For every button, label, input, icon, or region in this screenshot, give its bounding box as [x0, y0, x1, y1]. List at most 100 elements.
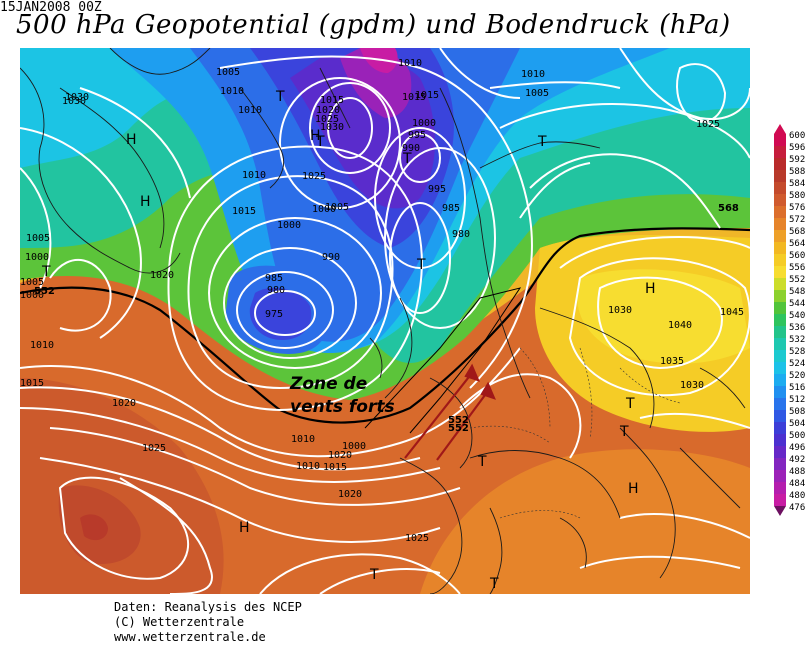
legend-swatch: [774, 266, 786, 278]
legend-label: 508: [789, 407, 805, 417]
pressure-label: 1030: [65, 92, 89, 103]
legend-label: 532: [789, 335, 805, 345]
legend-swatch: [774, 218, 786, 230]
high-pressure-center: H: [239, 520, 250, 536]
pressure-label: 980: [452, 229, 470, 240]
pressure-label: 1010: [398, 58, 422, 69]
low-pressure-center: T: [477, 454, 487, 470]
high-pressure-center: H: [126, 132, 137, 148]
legend-swatch: [774, 326, 786, 338]
pressure-label: 1020: [112, 398, 136, 409]
pressure-label: 1010: [296, 461, 320, 472]
geopotential-field: [20, 48, 750, 594]
pressure-label: 1015: [232, 206, 256, 217]
legend-overflow-low: [774, 506, 786, 516]
legend-swatch: [774, 134, 786, 146]
legend-label: 504: [789, 419, 805, 429]
legend-label: 592: [789, 155, 805, 165]
legend-swatch: [774, 494, 786, 506]
coastlines: [20, 48, 746, 594]
pressure-label: 1015: [415, 90, 439, 101]
pressure-label: 1025: [405, 533, 429, 544]
geopotential-label: 552: [448, 415, 469, 426]
pressure-label: 1030: [608, 305, 632, 316]
geopotential-label: 568: [718, 203, 739, 214]
low-pressure-center: T: [275, 89, 285, 105]
pressure-label: 1015: [402, 92, 426, 103]
legend-swatch: [774, 158, 786, 170]
legend-swatch: [774, 422, 786, 434]
pressure-label: 990: [402, 143, 420, 154]
pressure-label: 1015: [20, 378, 44, 389]
low-pressure-center: T: [625, 396, 635, 412]
pressure-label: 1010: [291, 434, 315, 445]
credits: Daten: Reanalysis des NCEP (C) Wetterzen…: [114, 600, 302, 645]
legend-label: 488: [789, 467, 805, 477]
legend-swatch: [774, 230, 786, 242]
pressure-label: 975: [265, 309, 283, 320]
legend-swatch: [774, 146, 786, 158]
map-date: 15JAN2008 00Z: [0, 0, 102, 15]
strong-wind-zone-outline: [364, 287, 522, 434]
legend-swatch: [774, 410, 786, 422]
legend-label: 516: [789, 383, 805, 393]
legend-swatch: [774, 182, 786, 194]
legend-swatch: [774, 290, 786, 302]
legend-swatch: [774, 170, 786, 182]
country-borders: [469, 347, 681, 519]
legend-label: 528: [789, 347, 805, 357]
legend-swatch: [774, 458, 786, 470]
legend-swatch: [774, 482, 786, 494]
map-title: 500 hPa Geopotential (gpdm) und Bodendru…: [16, 10, 731, 40]
pressure-label: 1025: [142, 443, 166, 454]
low-pressure-center: T: [402, 151, 412, 167]
legend-label: 548: [789, 287, 805, 297]
pressure-label: 1000: [277, 220, 301, 231]
pressure-label: 1020: [150, 270, 174, 281]
pressure-label: 1010: [30, 340, 54, 351]
high-pressure-center: H: [645, 281, 656, 297]
pressure-label: 1000: [412, 118, 436, 129]
pressure-label: 1005: [20, 277, 44, 288]
legend-label: 512: [789, 395, 805, 405]
legend-swatch: [774, 350, 786, 362]
pressure-label: 1000: [342, 441, 366, 452]
high-pressure-center: H: [628, 481, 639, 497]
credit-website[interactable]: www.wetterzentrale.de: [114, 630, 266, 644]
pressure-label: 1000: [25, 252, 49, 263]
low-pressure-center: T: [619, 424, 629, 440]
pressure-labels: 1030100510101010101510201025103099510009…: [20, 58, 744, 544]
pressure-label: 985: [265, 273, 283, 284]
pressure-label: 1015: [323, 462, 347, 473]
legend-swatch: [774, 302, 786, 314]
pressure-label: 1020: [316, 105, 340, 116]
legend-swatch: [774, 278, 786, 290]
high-pressure-center: H: [140, 194, 151, 210]
pressure-label: 990: [322, 252, 340, 263]
pressure-label: 1020: [338, 489, 362, 500]
pressure-label: 1025: [696, 119, 720, 130]
pressure-label: 1030: [62, 96, 86, 107]
legend-label: 500: [789, 431, 805, 441]
legend-swatch: [774, 446, 786, 458]
legend-label: 568: [789, 227, 805, 237]
legend-label: 496: [789, 443, 805, 453]
legend-label: 492: [789, 455, 805, 465]
annotation-line-2: vents forts: [290, 397, 395, 417]
low-pressure-center: T: [537, 134, 547, 150]
legend-label: 484: [789, 479, 805, 489]
legend-swatch: [774, 386, 786, 398]
annotation: Zone de vents forts: [289, 374, 395, 417]
legend-swatch: [774, 254, 786, 266]
pressure-label: 1010: [521, 69, 545, 80]
legend-overflow-high: [774, 124, 786, 134]
weather-map: 1030100510101010101510201025103099510009…: [20, 48, 750, 594]
legend-swatch: [774, 362, 786, 374]
high-pressure-center: H: [310, 128, 321, 144]
pressure-label: 1025: [315, 114, 339, 125]
pressure-label: 1030: [320, 122, 344, 133]
low-pressure-center: T: [369, 567, 379, 583]
pressure-label: 1005: [525, 88, 549, 99]
pressure-label: 1010: [238, 105, 262, 116]
